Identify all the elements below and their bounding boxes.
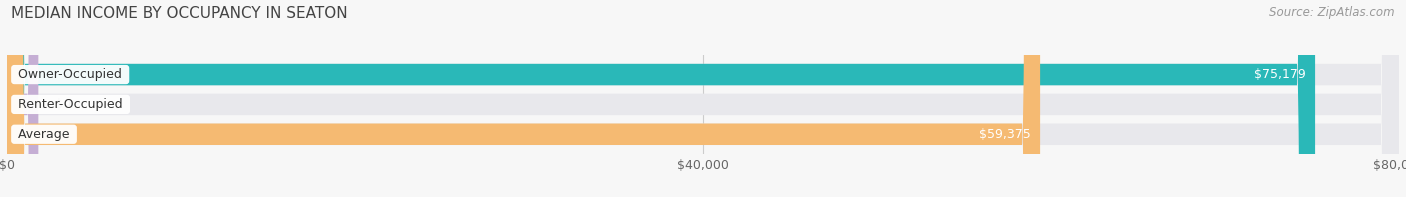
Text: $0: $0: [55, 98, 72, 111]
FancyBboxPatch shape: [7, 0, 1315, 197]
FancyBboxPatch shape: [7, 0, 1399, 197]
FancyBboxPatch shape: [7, 0, 38, 197]
Text: Average: Average: [14, 128, 73, 141]
FancyBboxPatch shape: [7, 0, 1399, 197]
Text: $75,179: $75,179: [1254, 68, 1306, 81]
Text: MEDIAN INCOME BY OCCUPANCY IN SEATON: MEDIAN INCOME BY OCCUPANCY IN SEATON: [11, 6, 347, 21]
Text: $59,375: $59,375: [980, 128, 1031, 141]
Text: Renter-Occupied: Renter-Occupied: [14, 98, 127, 111]
FancyBboxPatch shape: [7, 0, 1399, 197]
Text: Source: ZipAtlas.com: Source: ZipAtlas.com: [1270, 6, 1395, 19]
FancyBboxPatch shape: [7, 0, 1040, 197]
Text: Owner-Occupied: Owner-Occupied: [14, 68, 127, 81]
